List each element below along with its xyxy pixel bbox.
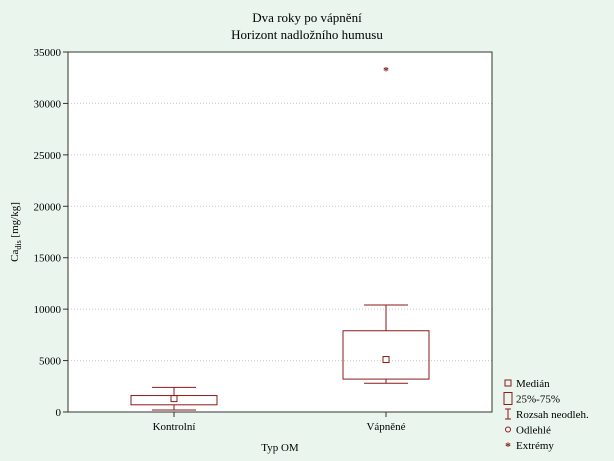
median-marker <box>170 395 178 403</box>
chart-subtitle: Horizont nadložního humusu <box>231 27 383 42</box>
plot-frame <box>67 51 493 413</box>
legend-label: 25%-75% <box>516 394 560 406</box>
y-tick-label: 5000 <box>39 356 62 368</box>
y-tick-label: 25000 <box>34 150 62 162</box>
plot-area <box>68 52 492 412</box>
legend-label: Odlehlé <box>516 425 551 437</box>
y-tick-label: 10000 <box>34 304 62 316</box>
y-axis-label: Cadis [mg/kg] <box>9 202 23 262</box>
x-tick-label: Kontrolní <box>153 421 196 433</box>
chart-title: Dva roky po vápnění <box>252 10 362 25</box>
legend-label: Rozsah neodleh. <box>516 409 589 421</box>
y-axis-label-units: [mg/kg] <box>9 202 21 240</box>
legend-label: Extrémy <box>516 440 554 452</box>
legend-extreme-icon: * <box>505 439 511 453</box>
x-tick-label: Vápněné <box>366 421 405 433</box>
box-series: * <box>130 64 430 411</box>
y-tick-label: 0 <box>56 407 62 419</box>
y-axis-label-main: Ca <box>9 250 21 262</box>
box-2: * <box>342 64 430 384</box>
y-axis: 0 5000 10000 15000 20000 25000 30000 35000 <box>34 47 68 419</box>
legend-median-icon <box>504 379 512 387</box>
legend-box-icon <box>503 392 513 405</box>
legend-item: Odlehlé <box>505 425 551 437</box>
legend: Medián 25%-75% Rozsah neodleh. Odlehlé * Extr… <box>503 378 589 453</box>
iqr-box <box>342 330 430 380</box>
y-tick-label: 35000 <box>34 47 62 59</box>
x-axis: Kontrolní Vápněné <box>153 412 406 433</box>
legend-item: Medián <box>504 378 550 390</box>
x-axis-label: Typ OM <box>261 442 299 454</box>
y-tick-label: 30000 <box>34 98 62 110</box>
y-axis-label-subscript: dis <box>14 240 23 249</box>
legend-label: Medián <box>516 378 550 390</box>
median-marker <box>382 356 390 364</box>
extreme-point: * <box>383 64 389 78</box>
legend-item: Rozsah neodleh. <box>505 408 589 421</box>
legend-item: 25%-75% <box>503 392 560 406</box>
legend-whisker-icon <box>505 408 511 420</box>
y-tick-label: 20000 <box>34 201 62 213</box>
legend-outlier-icon <box>505 426 511 433</box>
y-tick-label: 15000 <box>34 253 62 265</box>
box-1 <box>130 386 218 411</box>
legend-item: * Extrémy <box>505 439 554 453</box>
